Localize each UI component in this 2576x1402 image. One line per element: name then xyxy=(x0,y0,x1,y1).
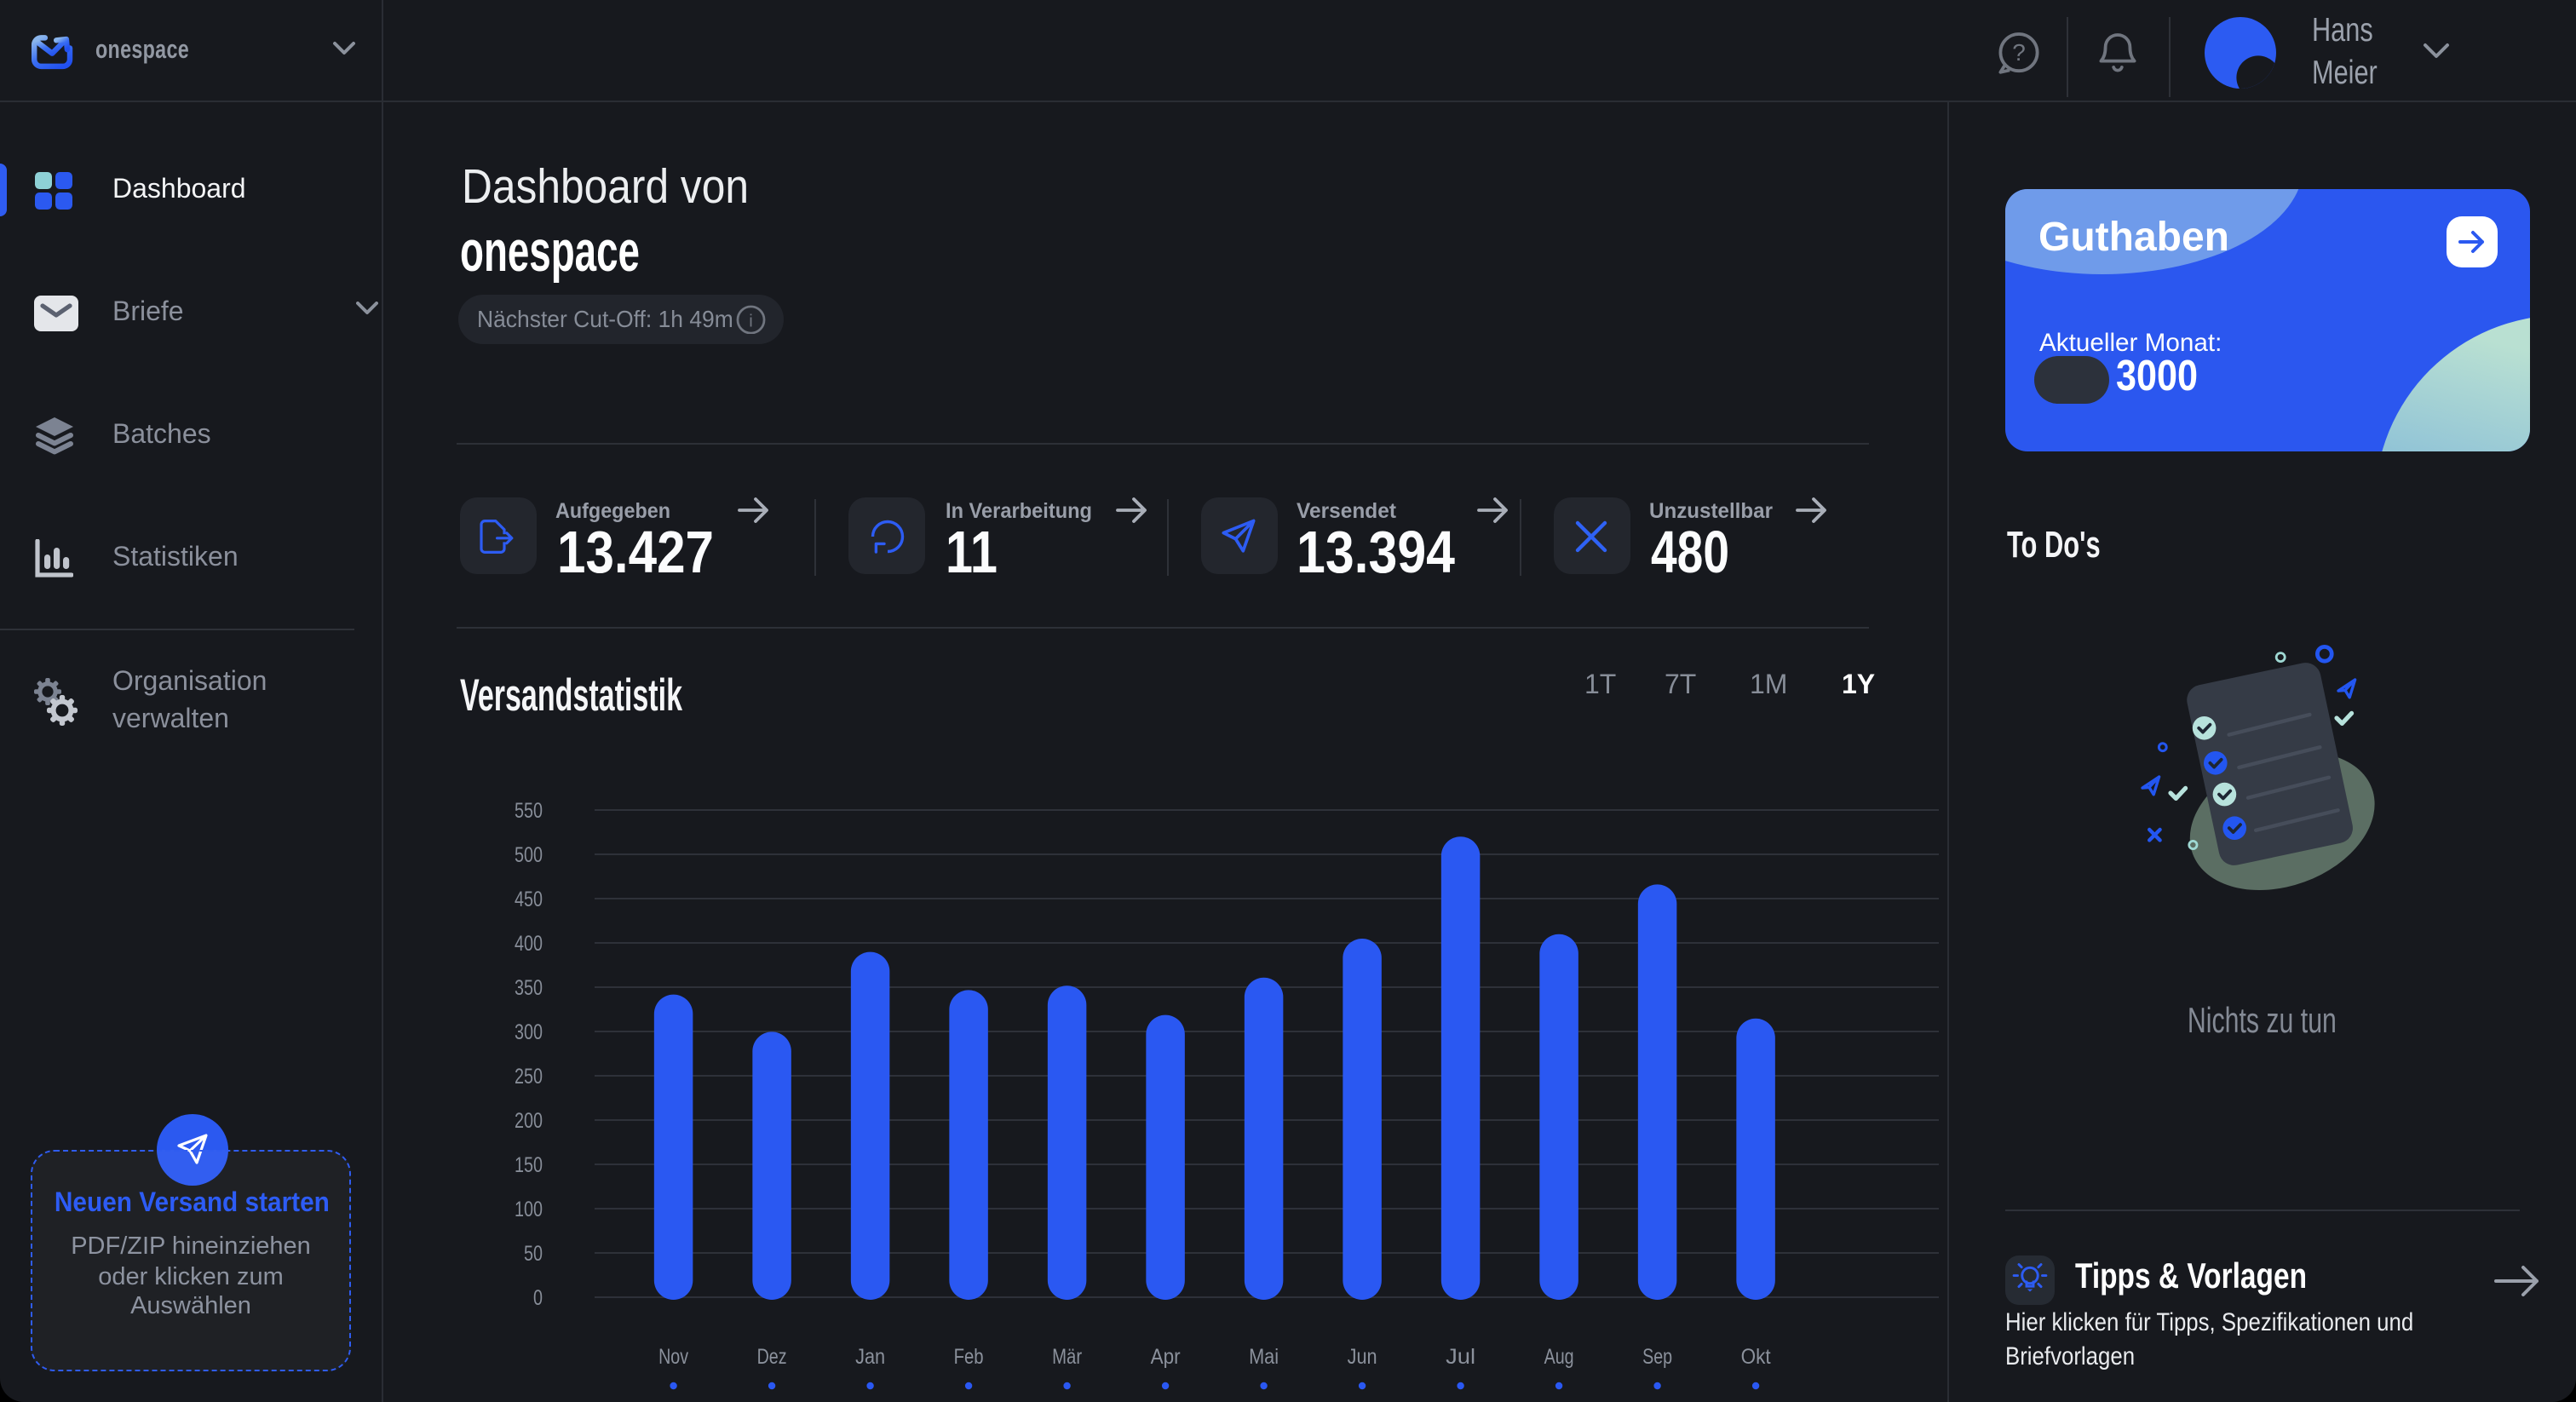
svg-text:250: 250 xyxy=(515,1065,543,1089)
svg-text:Jun: Jun xyxy=(1348,1345,1377,1369)
svg-text:Aug: Aug xyxy=(1544,1345,1574,1369)
svg-text:?: ? xyxy=(2012,39,2026,66)
svg-text:i: i xyxy=(749,311,753,330)
svg-text:450: 450 xyxy=(515,888,543,911)
svg-text:Jul: Jul xyxy=(1446,1345,1475,1369)
svg-text:Feb: Feb xyxy=(954,1345,984,1369)
svg-text:550: 550 xyxy=(515,799,543,823)
svg-text:400: 400 xyxy=(515,932,543,956)
svg-text:350: 350 xyxy=(515,976,543,1000)
svg-text:Mär: Mär xyxy=(1052,1345,1082,1369)
svg-text:Sep: Sep xyxy=(1642,1345,1672,1369)
svg-text:500: 500 xyxy=(515,843,543,867)
svg-text:Okt: Okt xyxy=(1741,1345,1771,1369)
svg-text:0: 0 xyxy=(533,1286,543,1310)
svg-text:Dez: Dez xyxy=(757,1345,787,1369)
svg-text:Apr: Apr xyxy=(1151,1345,1181,1369)
svg-text:Nov: Nov xyxy=(658,1345,688,1369)
svg-text:300: 300 xyxy=(515,1020,543,1044)
svg-text:150: 150 xyxy=(515,1153,543,1177)
svg-text:50: 50 xyxy=(524,1242,543,1266)
svg-text:Jan: Jan xyxy=(855,1345,885,1369)
svg-text:200: 200 xyxy=(515,1109,543,1133)
svg-text:100: 100 xyxy=(515,1198,543,1221)
svg-text:Mai: Mai xyxy=(1249,1345,1279,1369)
